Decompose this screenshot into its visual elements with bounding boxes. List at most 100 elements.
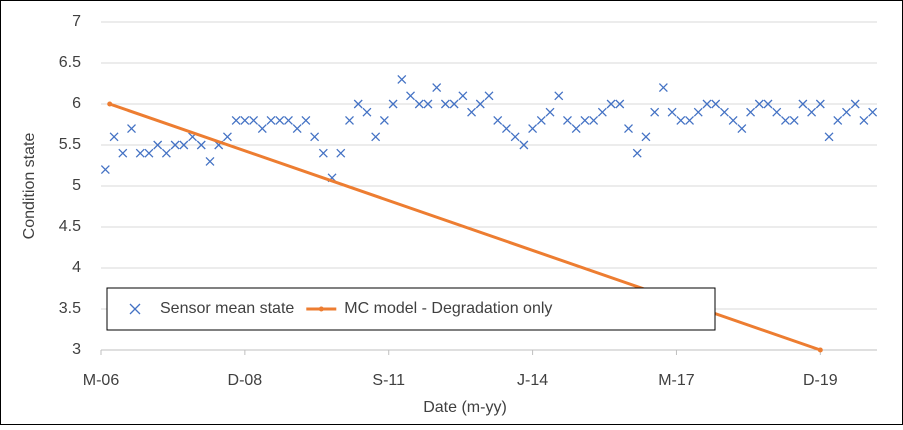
data-point — [719, 107, 729, 117]
data-point — [571, 124, 581, 134]
data-point — [597, 107, 607, 117]
y-axis-title: Condition state — [21, 133, 38, 240]
data-point — [493, 115, 503, 125]
data-point — [406, 91, 415, 101]
data-point — [231, 115, 241, 125]
x-tick-label: D-19 — [803, 372, 838, 389]
legend-box — [106, 287, 716, 331]
data-point — [127, 124, 136, 134]
y-tick-label: 7 — [72, 13, 81, 30]
data-point — [754, 99, 764, 109]
x-tick-label: J-14 — [517, 372, 548, 389]
data-point — [501, 124, 511, 134]
y-tick-label: 5 — [72, 177, 81, 194]
data-point — [563, 115, 572, 125]
data-point — [510, 132, 520, 142]
data-point — [693, 107, 703, 117]
data-point — [371, 132, 381, 142]
data-point — [746, 107, 756, 117]
data-point — [266, 115, 276, 125]
data-point — [301, 115, 311, 125]
data-point — [440, 99, 450, 109]
line-marker — [107, 101, 113, 107]
data-point — [545, 107, 555, 117]
legend-label: Sensor mean state — [160, 300, 294, 317]
y-tick-label: 4.5 — [59, 218, 81, 235]
data-point — [353, 99, 363, 109]
line-marker — [817, 347, 823, 353]
data-point — [667, 107, 677, 117]
data-point — [467, 107, 477, 117]
data-point — [249, 115, 259, 125]
data-point — [702, 99, 712, 109]
data-point — [310, 132, 320, 142]
y-tick-label: 3 — [72, 341, 81, 358]
legend: Sensor mean state MC model - Degradation … — [106, 287, 716, 331]
data-point — [772, 107, 782, 117]
data-point — [650, 107, 660, 117]
data-point — [432, 83, 442, 93]
data-point — [632, 148, 642, 158]
legend-swatch — [129, 303, 141, 315]
data-point — [711, 99, 721, 109]
data-point — [345, 115, 354, 125]
y-tick-label: 5.5 — [59, 136, 81, 153]
data-point — [275, 115, 285, 125]
data-point — [153, 140, 163, 150]
data-point — [624, 124, 633, 134]
data-point — [676, 115, 686, 125]
data-point — [284, 115, 293, 125]
data-point — [100, 165, 110, 175]
data-point — [842, 107, 851, 117]
data-point — [807, 107, 817, 117]
data-point — [414, 99, 424, 109]
data-point — [780, 115, 790, 125]
data-point — [737, 124, 747, 134]
data-point — [859, 115, 869, 125]
data-point — [728, 115, 738, 125]
x-tick-label: M-17 — [658, 372, 695, 389]
data-point — [763, 99, 773, 109]
data-point — [379, 115, 389, 125]
data-point — [222, 132, 232, 142]
data-point — [528, 124, 538, 134]
data-point — [580, 115, 590, 125]
data-point — [589, 115, 599, 125]
legend-swatch-marker — [318, 306, 324, 312]
data-point — [449, 99, 459, 109]
data-point — [109, 132, 119, 142]
data-point — [606, 99, 616, 109]
x-tick-label: D-08 — [228, 372, 263, 389]
data-point — [240, 115, 250, 125]
data-point — [388, 99, 398, 109]
x-axis-title: Date (m-yy) — [423, 399, 507, 416]
data-point — [292, 124, 302, 134]
data-point — [554, 91, 564, 101]
y-tick-label: 6 — [72, 95, 81, 112]
data-point — [170, 140, 180, 150]
data-point — [458, 91, 468, 101]
data-point — [615, 99, 625, 109]
data-point — [798, 99, 808, 109]
legend-label: MC model - Degradation only — [344, 300, 552, 317]
x-tick-label: S-11 — [372, 372, 405, 389]
data-point — [519, 140, 529, 150]
data-point — [161, 148, 171, 158]
data-point — [484, 91, 494, 101]
data-point — [423, 99, 433, 109]
data-point — [336, 148, 346, 158]
data-point — [833, 115, 843, 125]
y-tick-label: 3.5 — [59, 300, 81, 317]
y-tick-label: 4 — [72, 259, 81, 276]
data-point — [789, 115, 799, 125]
data-point — [868, 107, 878, 117]
data-point — [135, 148, 145, 158]
data-point — [118, 148, 128, 158]
data-point — [257, 124, 267, 134]
y-tick-label: 6.5 — [59, 54, 81, 71]
data-point — [144, 148, 154, 158]
data-point — [641, 132, 651, 142]
